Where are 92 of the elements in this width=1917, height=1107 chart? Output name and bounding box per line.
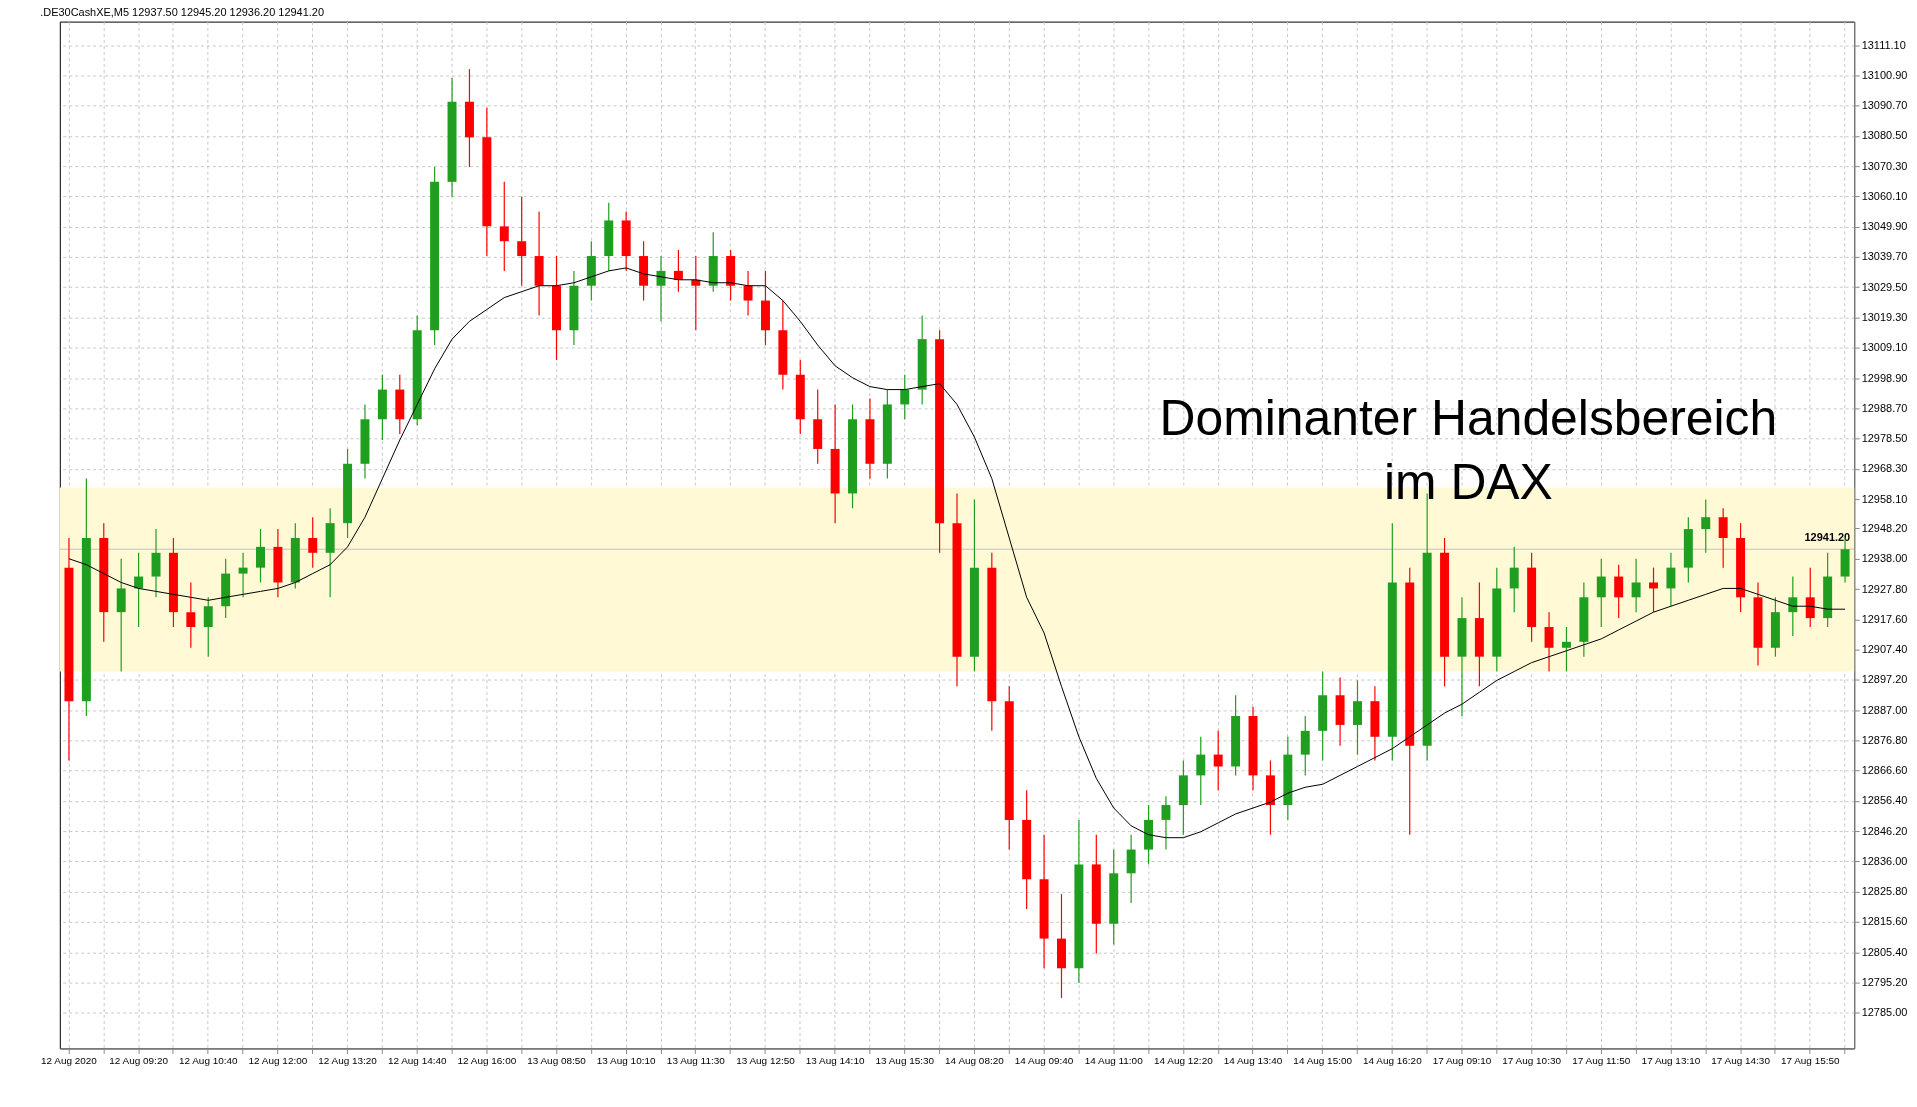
y-tick-label: 13019.30	[1861, 310, 1908, 323]
x-tick-label: 12 Aug 12:00	[248, 1054, 308, 1066]
y-tick-label: 12897.20	[1861, 673, 1908, 686]
candlestick	[238, 552, 248, 598]
y-tick-label: 12968.30	[1861, 462, 1908, 475]
y-tick-label: 12856.40	[1861, 794, 1908, 807]
y-tick-label: 12998.90	[1861, 371, 1908, 384]
y-tick-label: 13090.70	[1861, 99, 1908, 112]
candlestick	[1544, 611, 1554, 673]
candlestick	[1631, 558, 1641, 613]
y-tick-label: 12907.40	[1861, 643, 1908, 656]
x-tick-label: 13 Aug 10:10	[596, 1054, 656, 1066]
candlestick	[1805, 567, 1815, 628]
candlestick	[1701, 498, 1711, 554]
candlestick	[1126, 834, 1136, 904]
x-tick-label: 14 Aug 16:20	[1362, 1054, 1423, 1066]
candlestick	[517, 196, 527, 287]
candlestick	[1353, 679, 1362, 756]
candlestick	[1161, 795, 1171, 851]
candlestick	[308, 516, 318, 569]
candlestick	[1666, 552, 1676, 607]
y-tick-label: 13009.10	[1861, 341, 1908, 354]
y-tick-label: 12866.60	[1861, 764, 1908, 777]
x-tick-label: 13 Aug 14:10	[805, 1054, 865, 1066]
x-tick-label: 12 Aug 16:00	[457, 1054, 517, 1066]
y-tick-label: 12805.40	[1861, 945, 1908, 958]
x-tick-label: 13 Aug 15:30	[875, 1054, 935, 1066]
y-tick-label: 12887.00	[1861, 703, 1908, 716]
y-tick-label: 12938.00	[1861, 552, 1908, 565]
x-tick-label: 17 Aug 13:10	[1641, 1054, 1701, 1066]
candlestick	[743, 270, 753, 316]
x-tick-label: 17 Aug 10:30	[1502, 1054, 1562, 1066]
candlestick	[691, 255, 701, 331]
candlestick	[1196, 736, 1206, 806]
y-tick-label: 12948.20	[1861, 521, 1908, 534]
y-tick-label: 12825.80	[1861, 885, 1908, 898]
x-tick-label: 13 Aug 12:50	[736, 1054, 796, 1066]
candlestick	[1614, 564, 1624, 619]
x-tick-label: 17 Aug 09:10	[1432, 1054, 1492, 1066]
candlestick	[151, 528, 161, 598]
x-tick-label: 12 Aug 2020	[41, 1054, 98, 1066]
candlestick	[1718, 507, 1728, 569]
candlestick	[1213, 730, 1223, 791]
candlestick	[116, 558, 126, 673]
y-tick-label: 12978.50	[1861, 432, 1908, 445]
y-tick-label: 13070.30	[1861, 159, 1908, 172]
y-tick-label: 12785.00	[1861, 1006, 1908, 1019]
y-tick-label: 12988.70	[1861, 401, 1908, 414]
x-tick-label: 14 Aug 08:20	[945, 1054, 1005, 1066]
y-tick-label: 12917.60	[1861, 612, 1908, 625]
candlestick	[1561, 626, 1571, 673]
y-tick-label: 13111.10	[1861, 38, 1906, 51]
x-tick-label: 17 Aug 11:50	[1572, 1054, 1631, 1066]
x-tick-label: 14 Aug 09:40	[1014, 1054, 1074, 1066]
y-tick-label: 12815.60	[1861, 915, 1908, 928]
x-tick-label: 17 Aug 15:50	[1780, 1054, 1841, 1066]
candlestick	[186, 581, 196, 649]
candlestick	[499, 181, 509, 272]
y-tick-label: 12927.80	[1861, 582, 1908, 595]
candlestick	[900, 374, 910, 420]
chart-title: .DE30CashXE,M5 12937.50 12945.20 12936.20 12941.20	[40, 5, 324, 18]
x-tick-label: 12 Aug 14:40	[387, 1054, 448, 1066]
ref-line-label: 12941.20	[1804, 531, 1851, 544]
x-tick-label: 12 Aug 13:20	[318, 1054, 378, 1066]
y-tick-label: 13080.50	[1861, 129, 1908, 142]
y-tick-label: 12795.20	[1861, 976, 1908, 988]
candlestick	[1649, 567, 1658, 613]
x-tick-label: 17 Aug 14:30	[1711, 1054, 1771, 1066]
y-tick-label: 13100.90	[1861, 68, 1908, 81]
x-tick-label: 14 Aug 12:20	[1154, 1054, 1214, 1066]
candlestick	[1300, 715, 1310, 776]
y-tick-label: 12846.20	[1861, 824, 1908, 837]
y-tick-label: 13039.70	[1861, 250, 1908, 263]
candlestick	[1596, 558, 1606, 628]
y-tick-label: 12836.00	[1861, 854, 1908, 867]
x-tick-label: 12 Aug 10:40	[178, 1054, 239, 1066]
y-tick-label: 12958.10	[1861, 492, 1908, 505]
x-tick-label: 12 Aug 09:20	[109, 1054, 169, 1066]
candlestick	[203, 596, 213, 658]
y-tick-label: 13060.10	[1861, 189, 1908, 202]
y-tick-label: 12876.80	[1861, 733, 1908, 746]
x-tick-label: 13 Aug 11:30	[666, 1054, 726, 1066]
candlestick	[256, 528, 265, 584]
x-tick-label: 14 Aug 15:00	[1293, 1054, 1353, 1066]
x-tick-label: 14 Aug 11:00	[1084, 1054, 1144, 1066]
y-tick-label: 13029.50	[1861, 280, 1908, 293]
annotation: Dominanter Handelsbereich im DAX	[1159, 390, 1778, 511]
candlestick	[1509, 546, 1519, 613]
y-tick-label: 13049.90	[1861, 220, 1908, 233]
candlestick	[1788, 575, 1798, 637]
x-tick-label: 13 Aug 08:50	[527, 1054, 587, 1066]
x-tick-label: 14 Aug 13:40	[1223, 1054, 1283, 1066]
